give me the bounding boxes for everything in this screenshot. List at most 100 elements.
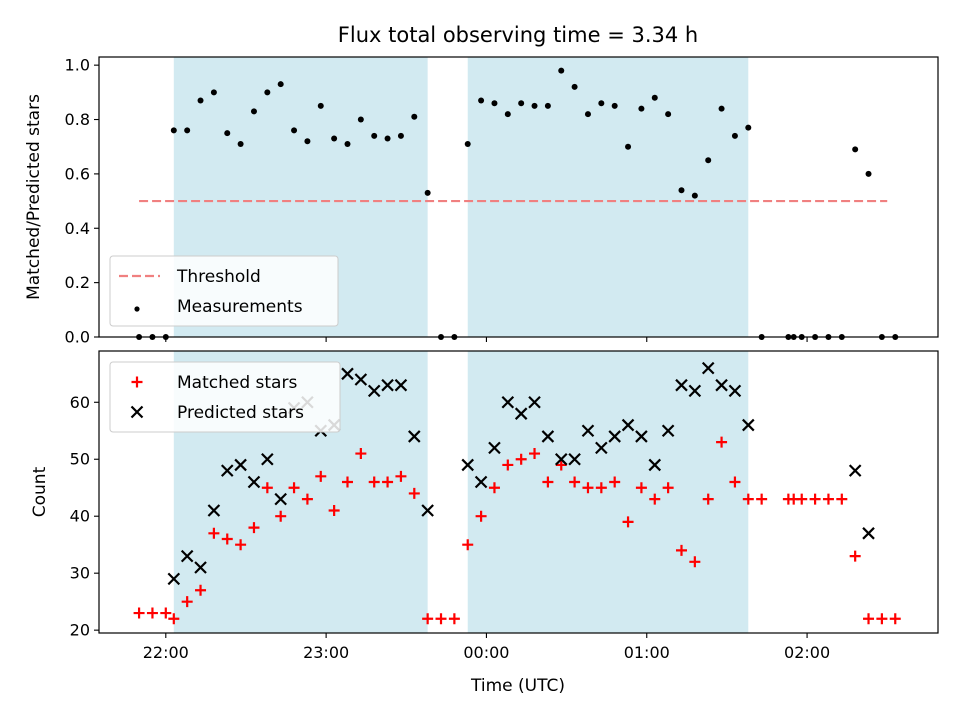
- data-point: [371, 132, 378, 139]
- data-point: [382, 476, 394, 488]
- data-point: [542, 476, 554, 488]
- data-point: [288, 482, 300, 494]
- data-point: [341, 476, 353, 488]
- data-point: [237, 140, 244, 147]
- data-point: [531, 102, 538, 109]
- data-point: [250, 108, 257, 115]
- data-point: [865, 170, 872, 177]
- bottom-panel: 20 30 40 50 60 22:00 23:00 00:00 01:00 02:00 Count…: [30, 350, 939, 662]
- data-point: [133, 607, 145, 619]
- data-point: [635, 430, 648, 443]
- data-point: [571, 83, 578, 90]
- legend-label: Measurements: [177, 297, 303, 317]
- data-point: [208, 527, 220, 539]
- y-tick-label: 30: [70, 564, 90, 583]
- y-tick-label: 40: [70, 507, 90, 526]
- data-point: [367, 384, 381, 398]
- shaded-interval: [467, 57, 749, 337]
- data-point: [862, 527, 875, 540]
- y-tick-label: 20: [70, 621, 90, 640]
- data-point: [742, 418, 755, 432]
- data-point: [742, 493, 754, 505]
- legend-box: [109, 361, 341, 433]
- axes-frame: [98, 350, 939, 634]
- data-point: [876, 613, 888, 625]
- data-point: [718, 105, 725, 112]
- data-point: [728, 384, 742, 398]
- data-point: [301, 493, 313, 505]
- data-point: [609, 476, 621, 488]
- x-tick-label: 22:00: [143, 643, 189, 662]
- data-point: [691, 192, 698, 199]
- data-point: [167, 572, 181, 586]
- data-point: [224, 130, 231, 137]
- data-point: [675, 378, 688, 392]
- data-point: [501, 395, 515, 409]
- y-tick-label: 0.8: [65, 110, 90, 129]
- data-point: [422, 613, 434, 625]
- data-point: [181, 596, 193, 608]
- data-point: [168, 613, 180, 625]
- x-tick-label: 01:00: [624, 643, 670, 662]
- data-point: [421, 504, 434, 517]
- data-point: [491, 100, 498, 107]
- data-point: [638, 105, 645, 112]
- data-point: [462, 539, 474, 551]
- data-point: [529, 448, 541, 460]
- data-point: [210, 89, 217, 96]
- data-point: [247, 475, 261, 489]
- data-point: [558, 67, 565, 74]
- data-point: [274, 492, 287, 506]
- data-point: [515, 453, 527, 465]
- data-point: [160, 607, 172, 619]
- data-point: [661, 424, 675, 438]
- data-point: [625, 143, 632, 150]
- data-point: [355, 448, 367, 460]
- data-point: [397, 132, 404, 139]
- data-point: [277, 81, 284, 88]
- data-point: [394, 378, 408, 392]
- data-point: [395, 470, 407, 482]
- data-point: [582, 482, 594, 494]
- data-point: [528, 395, 541, 409]
- legend-box: [109, 255, 339, 327]
- data-point: [381, 378, 394, 392]
- x-tick-label: 00:00: [463, 643, 509, 662]
- shaded-interval: [467, 351, 749, 633]
- legend: Threshold Measurements: [109, 255, 339, 327]
- legend: Matched stars Predicted stars: [109, 361, 341, 433]
- data-point: [488, 482, 500, 494]
- data-point: [731, 132, 738, 139]
- y-tick-label: 0.0: [65, 328, 90, 347]
- y-tick-label: 1.0: [65, 56, 90, 75]
- data-point: [584, 111, 591, 118]
- y-tick-label: 60: [70, 393, 90, 412]
- data-point: [595, 482, 607, 494]
- y-axis-label: Count: [30, 466, 50, 517]
- data-point: [424, 189, 431, 196]
- data-point: [146, 607, 158, 619]
- data-point: [514, 407, 528, 420]
- data-point: [665, 111, 672, 118]
- data-point: [729, 476, 741, 488]
- data-point: [304, 138, 311, 145]
- data-point: [595, 441, 608, 455]
- data-point: [478, 97, 485, 104]
- data-point: [504, 111, 511, 118]
- legend-label: Predicted stars: [177, 403, 304, 423]
- data-point: [702, 493, 714, 505]
- axes-frame: [98, 56, 939, 338]
- data-point: [836, 493, 848, 505]
- data-point: [170, 127, 177, 134]
- data-point: [569, 476, 581, 488]
- data-point: [608, 430, 621, 443]
- data-point: [220, 464, 234, 477]
- data-point: [598, 100, 605, 107]
- series-matched-stars: [133, 436, 901, 625]
- data-point: [502, 459, 514, 471]
- data-point: [796, 493, 808, 505]
- legend-label: Matched stars: [177, 373, 297, 393]
- data-point: [544, 102, 551, 109]
- data-point: [184, 127, 191, 134]
